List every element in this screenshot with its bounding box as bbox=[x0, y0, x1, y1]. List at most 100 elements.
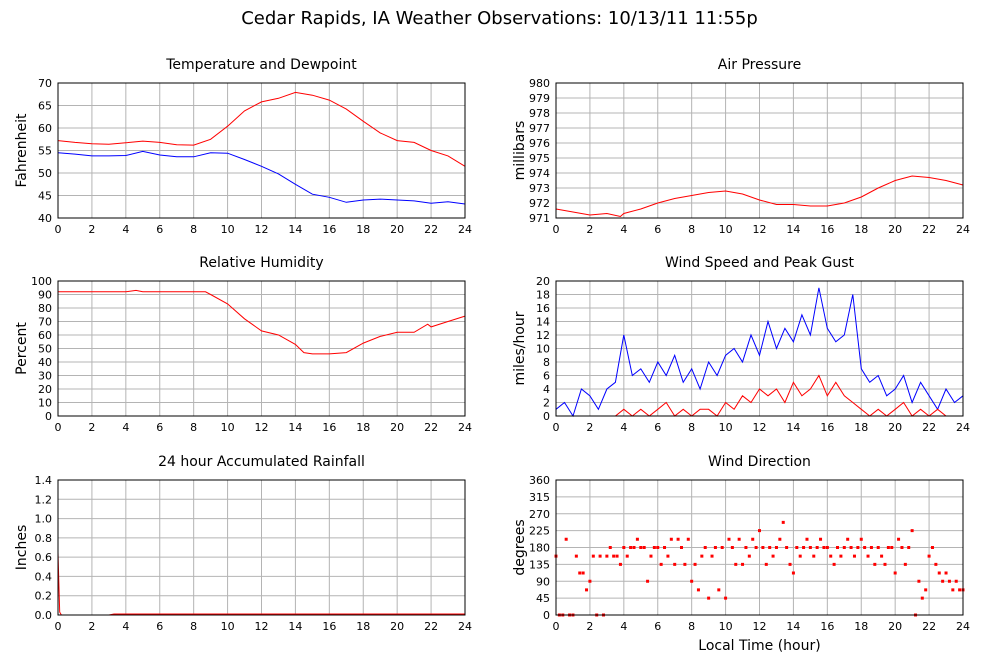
data-point bbox=[669, 537, 673, 541]
y-tick-label: 0.6 bbox=[35, 551, 53, 564]
x-tick-label: 0 bbox=[55, 620, 62, 633]
y-tick-label: 50 bbox=[38, 167, 52, 180]
data-point bbox=[920, 596, 924, 600]
x-tick-label: 4 bbox=[122, 223, 129, 236]
data-point bbox=[825, 546, 829, 549]
data-point bbox=[951, 588, 955, 592]
y-tick-label: 4 bbox=[543, 383, 550, 396]
plot-frame bbox=[555, 280, 964, 417]
plot-frame bbox=[555, 479, 964, 616]
data-point bbox=[730, 546, 734, 549]
x-tick-label: 20 bbox=[888, 223, 902, 236]
x-tick-label: 10 bbox=[221, 223, 235, 236]
x-tick-label: 6 bbox=[156, 421, 163, 434]
data-point bbox=[727, 537, 731, 541]
y-tick-label: 980 bbox=[529, 77, 550, 90]
x-tick-label: 20 bbox=[390, 620, 404, 633]
x-tick-label: 8 bbox=[688, 620, 695, 633]
y-tick-label: 20 bbox=[536, 275, 550, 288]
data-point bbox=[883, 562, 887, 566]
data-point bbox=[581, 571, 585, 575]
x-tick-label: 22 bbox=[424, 223, 438, 236]
y-tick-label: 100 bbox=[31, 275, 52, 288]
x-tick-label: 16 bbox=[820, 223, 834, 236]
data-point bbox=[764, 562, 768, 566]
data-point bbox=[696, 588, 700, 592]
x-tick-label: 16 bbox=[322, 620, 336, 633]
data-point bbox=[863, 546, 867, 549]
data-point bbox=[683, 562, 687, 566]
series-line-1 bbox=[58, 289, 466, 355]
y-tick-label: 70 bbox=[38, 316, 52, 329]
chart-title: Relative Humidity bbox=[199, 255, 323, 271]
y-tick-label: 0 bbox=[45, 410, 52, 423]
data-point bbox=[934, 562, 938, 566]
chart-title: Wind Speed and Peak Gust bbox=[665, 255, 854, 271]
data-point bbox=[774, 546, 778, 549]
y-tick-label: 0.8 bbox=[35, 532, 53, 545]
x-tick-label: 22 bbox=[922, 620, 936, 633]
data-point bbox=[947, 579, 951, 583]
data-point bbox=[612, 554, 616, 558]
x-tick-label: 18 bbox=[854, 620, 868, 633]
data-point bbox=[710, 554, 714, 558]
data-point bbox=[713, 546, 717, 549]
data-point bbox=[758, 529, 761, 533]
data-point bbox=[622, 546, 626, 549]
x-tick-label: 16 bbox=[820, 620, 834, 633]
y-tick-label: 977 bbox=[529, 122, 550, 135]
data-point bbox=[632, 546, 636, 549]
data-point bbox=[686, 537, 690, 541]
data-point bbox=[869, 546, 873, 549]
x-tick-label: 14 bbox=[786, 620, 800, 633]
data-point bbox=[941, 579, 945, 583]
data-point bbox=[886, 546, 890, 549]
data-point bbox=[747, 554, 751, 558]
plot-frame bbox=[57, 280, 466, 417]
x-tick-label: 20 bbox=[888, 620, 902, 633]
x-tick-label: 20 bbox=[390, 421, 404, 434]
x-tick-label: 0 bbox=[553, 223, 560, 236]
y-tick-label: 60 bbox=[38, 122, 52, 135]
data-point bbox=[839, 554, 843, 558]
x-tick-label: 14 bbox=[288, 620, 302, 633]
plot-frame bbox=[57, 479, 466, 616]
x-tick-label: 22 bbox=[424, 421, 438, 434]
y-tick-label: 60 bbox=[38, 329, 52, 342]
chart-title: Wind Direction bbox=[708, 454, 811, 470]
x-tick-label: 24 bbox=[458, 620, 472, 633]
x-tick-label: 10 bbox=[719, 620, 733, 633]
data-point bbox=[795, 546, 799, 549]
y-tick-label: 135 bbox=[529, 558, 550, 571]
data-point bbox=[741, 562, 745, 566]
data-point bbox=[707, 596, 711, 600]
y-axis-label: miles/hour bbox=[512, 311, 528, 385]
data-point bbox=[815, 546, 819, 549]
x-tick-label: 4 bbox=[122, 620, 129, 633]
series-line-2 bbox=[57, 150, 466, 205]
data-point bbox=[832, 562, 836, 566]
x-tick-label: 22 bbox=[922, 421, 936, 434]
x-tick-label: 4 bbox=[620, 421, 627, 434]
data-point bbox=[900, 546, 904, 549]
y-tick-label: 14 bbox=[536, 316, 550, 329]
y-axis-label: Percent bbox=[14, 322, 30, 375]
data-point bbox=[873, 562, 877, 566]
data-point bbox=[649, 554, 653, 558]
x-tick-label: 8 bbox=[190, 620, 197, 633]
data-point bbox=[737, 537, 741, 541]
x-tick-label: 2 bbox=[88, 421, 95, 434]
y-tick-label: 360 bbox=[529, 474, 550, 487]
data-point bbox=[944, 571, 948, 575]
x-tick-label: 12 bbox=[255, 223, 269, 236]
data-point bbox=[751, 537, 755, 541]
data-point bbox=[679, 546, 683, 549]
x-tick-label: 0 bbox=[553, 421, 560, 434]
y-tick-label: 315 bbox=[529, 491, 550, 504]
x-tick-label: 2 bbox=[88, 620, 95, 633]
data-point bbox=[642, 546, 646, 549]
data-point bbox=[564, 537, 568, 541]
